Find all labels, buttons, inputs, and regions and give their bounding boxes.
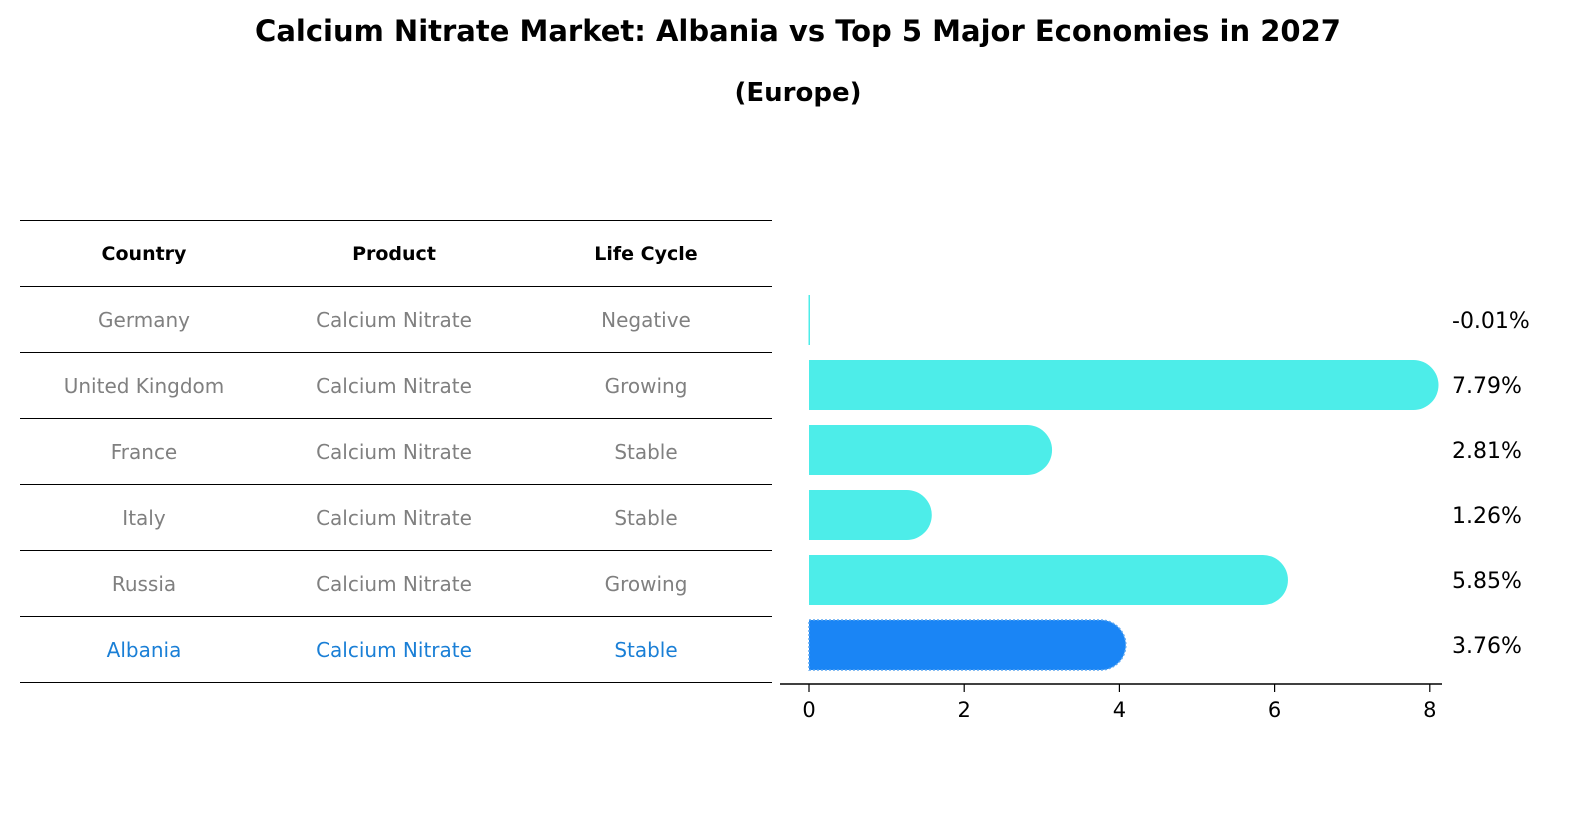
- cell-country: France: [20, 418, 268, 485]
- cell-product: Calcium Nitrate: [268, 484, 520, 551]
- bar-chart: -0.01% 7.79% 2.81% 1.26% 5.85% 3.76% 0 2 4 6 8: [780, 295, 1530, 722]
- bar: [809, 360, 1439, 410]
- header-product: Product: [268, 220, 520, 287]
- cell-product: Calcium Nitrate: [268, 352, 520, 419]
- x-tick-label: 2: [958, 698, 971, 722]
- cell-life-cycle: Stable: [520, 616, 772, 683]
- x-tick-label: 0: [802, 698, 815, 722]
- cell-life-cycle: Growing: [520, 352, 772, 419]
- value-label: 2.81%: [1452, 439, 1522, 464]
- cell-country: Germany: [20, 286, 268, 353]
- value-label: -0.01%: [1452, 309, 1530, 334]
- bar: [809, 425, 1053, 475]
- table-row-highlight: Albania Calcium Nitrate Stable: [20, 616, 772, 683]
- bar: [808, 295, 810, 345]
- chart-subtitle: (Europe): [734, 78, 862, 108]
- header-country: Country: [20, 220, 268, 287]
- table-header-row: Country Product Life Cycle: [20, 220, 772, 287]
- x-tick-label: 4: [1113, 698, 1126, 722]
- value-label: 5.85%: [1452, 569, 1522, 594]
- cell-country: Italy: [20, 484, 268, 551]
- table-row: Russia Calcium Nitrate Growing: [20, 550, 772, 617]
- cell-life-cycle: Growing: [520, 550, 772, 617]
- cell-product: Calcium Nitrate: [268, 616, 520, 683]
- x-tick-label: 6: [1268, 698, 1281, 722]
- table-row: Germany Calcium Nitrate Negative: [20, 286, 772, 353]
- header-life-cycle: Life Cycle: [520, 220, 772, 287]
- bar: [809, 490, 932, 540]
- chart-title: Calcium Nitrate Market: Albania vs Top 5…: [255, 14, 1341, 48]
- bar: [809, 555, 1288, 605]
- cell-life-cycle: Stable: [520, 484, 772, 551]
- cell-life-cycle: Stable: [520, 418, 772, 485]
- table-row: France Calcium Nitrate Stable: [20, 418, 772, 485]
- table-row: Italy Calcium Nitrate Stable: [20, 484, 772, 551]
- value-label: 1.26%: [1452, 504, 1522, 529]
- x-tick-label: 8: [1423, 698, 1436, 722]
- value-label: 3.76%: [1452, 634, 1522, 659]
- cell-product: Calcium Nitrate: [268, 418, 520, 485]
- value-label: 7.79%: [1452, 374, 1522, 399]
- cell-life-cycle: Negative: [520, 286, 772, 353]
- cell-product: Calcium Nitrate: [268, 550, 520, 617]
- comparison-table: Country Product Life Cycle Germany Calci…: [20, 220, 772, 683]
- table-row: United Kingdom Calcium Nitrate Growing: [20, 352, 772, 419]
- bar-highlight: [808, 619, 1127, 671]
- cell-country: United Kingdom: [20, 352, 268, 419]
- cell-country: Russia: [20, 550, 268, 617]
- cell-country: Albania: [20, 616, 268, 683]
- cell-product: Calcium Nitrate: [268, 286, 520, 353]
